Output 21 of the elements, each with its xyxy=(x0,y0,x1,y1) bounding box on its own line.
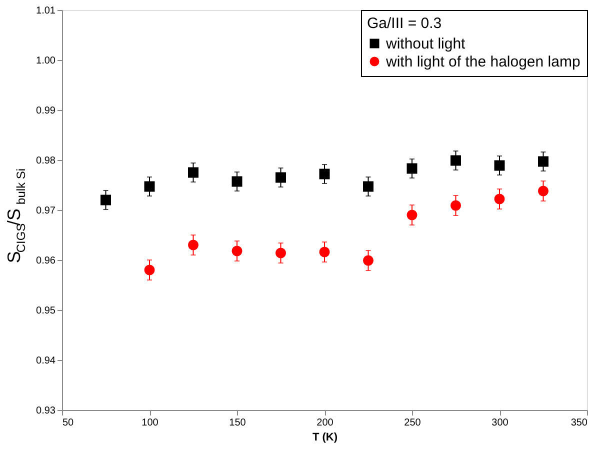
y-tick-label: 1.01 xyxy=(36,6,56,16)
x-tick-label: 300 xyxy=(492,418,509,428)
x-tick-label: 350 xyxy=(570,418,588,428)
y-tick-label: 0.98 xyxy=(36,156,56,166)
y-tick-label: 1.00 xyxy=(36,56,56,66)
y-tick-label: 0.94 xyxy=(36,356,56,366)
x-tick-label: 100 xyxy=(142,418,159,428)
y-tick-label: 0.96 xyxy=(36,256,56,266)
x-tick-label: 50 xyxy=(62,418,74,428)
x-axis-title: T (K) xyxy=(312,432,338,444)
y-tick-label: 0.99 xyxy=(36,106,56,116)
x-tick-label: 150 xyxy=(229,418,246,428)
y-tick-label: 0.95 xyxy=(36,306,56,316)
y-tick-label: 0.93 xyxy=(36,406,56,416)
y-tick-label: 0.97 xyxy=(36,206,56,216)
y-axis-title: SCIGS/Sbulk Si xyxy=(4,168,28,264)
legend-label: without light xyxy=(385,36,466,52)
legend-title: Ga/III = 0.3 xyxy=(367,15,442,32)
x-tick-label: 250 xyxy=(404,418,422,428)
x-tick-label: 200 xyxy=(316,418,334,428)
legend-label: with light of the halogen lamp xyxy=(385,54,580,70)
